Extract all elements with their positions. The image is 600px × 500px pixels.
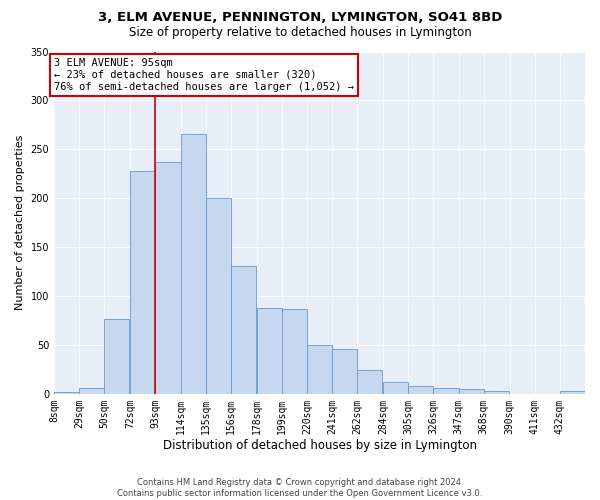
Bar [484, 391, 509, 394]
Bar [181, 134, 206, 394]
Bar [282, 308, 307, 394]
Bar [130, 171, 155, 394]
Bar [257, 308, 282, 394]
Bar [409, 386, 433, 394]
Bar [230, 266, 256, 394]
Text: 3, ELM AVENUE, PENNINGTON, LYMINGTON, SO41 8BD: 3, ELM AVENUE, PENNINGTON, LYMINGTON, SO… [98, 11, 502, 24]
Text: Contains HM Land Registry data © Crown copyright and database right 2024.
Contai: Contains HM Land Registry data © Crown c… [118, 478, 482, 498]
Bar [79, 388, 104, 394]
Bar [458, 389, 484, 394]
Bar [104, 318, 129, 394]
Y-axis label: Number of detached properties: Number of detached properties [15, 135, 25, 310]
Bar [206, 198, 230, 394]
Bar [383, 382, 409, 394]
Bar [433, 388, 458, 394]
Bar [332, 349, 357, 394]
Bar [54, 392, 79, 394]
X-axis label: Distribution of detached houses by size in Lymington: Distribution of detached houses by size … [163, 440, 476, 452]
Text: 3 ELM AVENUE: 95sqm
← 23% of detached houses are smaller (320)
76% of semi-detac: 3 ELM AVENUE: 95sqm ← 23% of detached ho… [54, 58, 354, 92]
Bar [307, 345, 332, 394]
Bar [357, 370, 382, 394]
Text: Size of property relative to detached houses in Lymington: Size of property relative to detached ho… [128, 26, 472, 39]
Bar [155, 162, 181, 394]
Bar [560, 391, 585, 394]
